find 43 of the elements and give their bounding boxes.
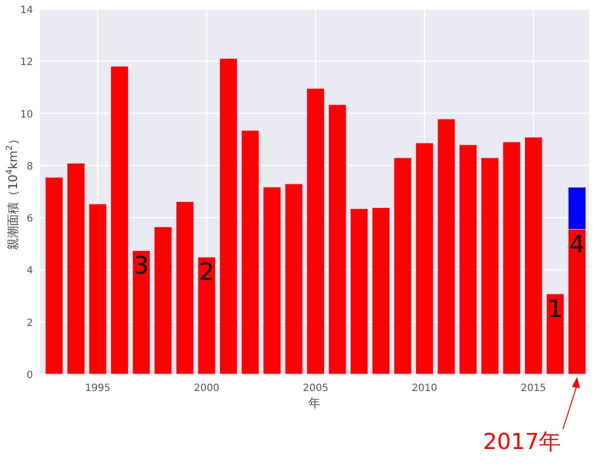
- y-tick-label: 0: [26, 370, 33, 381]
- bar: [219, 58, 238, 374]
- y-tick-label: 4: [26, 266, 33, 277]
- bar: [132, 250, 150, 374]
- y-tick-label: 8: [26, 161, 33, 172]
- annotation: 2017年: [483, 430, 562, 455]
- bar: [45, 177, 64, 374]
- bar: [394, 158, 412, 374]
- x-tick-label: 2010: [412, 383, 438, 394]
- bar: [459, 144, 478, 374]
- bar: [198, 256, 216, 374]
- bar: [437, 118, 456, 374]
- bar: [176, 201, 194, 374]
- bar: [284, 184, 303, 374]
- bar: [502, 142, 521, 374]
- x-tick-label: 2015: [520, 383, 546, 394]
- annotation: 3: [134, 252, 149, 280]
- bar: [88, 204, 107, 374]
- y-tick-label: 10: [20, 109, 33, 120]
- bar: [154, 226, 172, 374]
- annotation: 4: [569, 230, 585, 258]
- bar: [480, 158, 499, 374]
- bar: [350, 208, 368, 374]
- x-axis-title: 年: [308, 396, 320, 410]
- bar: [306, 88, 325, 374]
- y-tick-label: 14: [20, 5, 33, 16]
- x-tick-label: 2005: [302, 383, 328, 394]
- bar: [372, 207, 390, 374]
- x-tick-label: 2000: [194, 383, 220, 394]
- annotation: 2: [199, 258, 214, 286]
- x-tick-label: 1995: [85, 383, 110, 394]
- bar: [328, 104, 346, 374]
- bar: [241, 130, 260, 374]
- annotation: 1: [548, 294, 563, 323]
- bar: [524, 137, 542, 374]
- bar: [546, 294, 564, 374]
- bar: [66, 163, 85, 374]
- bar: [416, 142, 434, 374]
- y-tick-label: 2: [26, 318, 33, 329]
- y-tick-label: 12: [20, 57, 33, 68]
- bar: [263, 186, 281, 374]
- y-tick-label: 6: [26, 214, 33, 225]
- bar: [110, 66, 128, 374]
